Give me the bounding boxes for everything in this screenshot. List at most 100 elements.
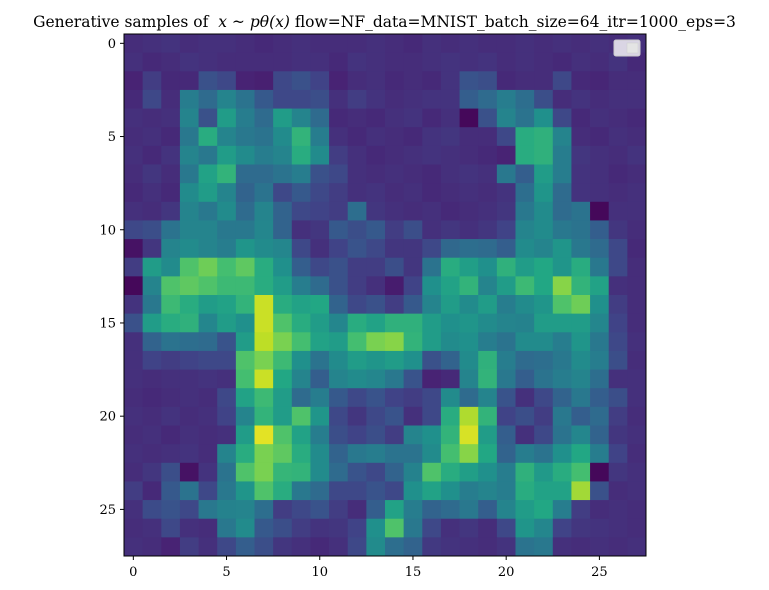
heatmap-cell [403,52,423,72]
heatmap-cell [291,500,311,520]
heatmap-cell [422,108,442,128]
heatmap-cell [217,537,237,557]
heatmap-cell [273,369,293,389]
heatmap-cell [459,481,479,501]
heatmap-cell [329,164,349,184]
heatmap-cell [385,108,405,128]
heatmap-cell [329,108,349,128]
heatmap-cell [142,369,162,389]
heatmap-cell [310,164,330,184]
heatmap-cell [478,257,498,277]
heatmap-cell [347,201,367,221]
heatmap-cell [459,276,479,296]
heatmap-cell [385,500,405,520]
heatmap-cell [478,518,498,538]
heatmap-cell [440,500,460,520]
heatmap-cell [179,518,199,538]
heatmap-cell [273,350,293,370]
heatmap-cell [273,313,293,333]
heatmap-cell [179,257,199,277]
heatmap-cell [124,89,144,109]
heatmap-cell [329,332,349,352]
heatmap-cell [385,257,405,277]
heatmap-cell [310,108,330,128]
heatmap-cell [142,350,162,370]
heatmap-cell [366,537,386,557]
heatmap-cell [310,34,330,54]
heatmap-cell [385,34,405,54]
heatmap-cell [534,257,554,277]
heatmap-cell [627,537,647,557]
heatmap-cell [198,350,218,370]
heatmap-cell [291,518,311,538]
heatmap-cell [329,518,349,538]
heatmap-cell [422,71,442,91]
heatmap-cell [273,201,293,221]
chart-title-suffix: flow=NF_data=MNIST_batch_size=64_itr=100… [290,13,736,31]
heatmap-cell [422,201,442,221]
heatmap-cell [496,52,516,72]
heatmap-cell [124,220,144,240]
heatmap-cell [235,425,255,445]
heatmap-cell [515,369,535,389]
heatmap-cell [179,425,199,445]
heatmap-cell [478,462,498,482]
heatmap-cell [273,239,293,259]
heatmap-cell [385,350,405,370]
heatmap-cell [627,127,647,147]
heatmap-cell [198,332,218,352]
heatmap-cell [403,444,423,464]
heatmap-cell [440,201,460,221]
heatmap-cell [347,164,367,184]
heatmap-cell [571,295,591,315]
heatmap-cell [142,462,162,482]
heatmap-cell [403,500,423,520]
heatmap-cell [329,313,349,333]
heatmap-cell [590,369,610,389]
heatmap-cell [273,164,293,184]
heatmap-cell [291,164,311,184]
heatmap-cell [142,388,162,408]
heatmap-cell [515,127,535,147]
heatmap-cell [496,350,516,370]
heatmap-cell [608,350,628,370]
heatmap-cell [366,164,386,184]
heatmap-cell [273,183,293,203]
heatmap-cell [310,537,330,557]
heatmap-cell [403,257,423,277]
heatmap-cell [403,89,423,109]
heatmap-cell [608,257,628,277]
heatmap-cell [478,332,498,352]
heatmap-cell [347,369,367,389]
heatmap-cell [496,462,516,482]
heatmap-cell [254,500,274,520]
heatmap-cell [403,71,423,91]
heatmap-cell [179,239,199,259]
heatmap-cell [571,52,591,72]
heatmap-cell [254,183,274,203]
heatmap-cell [161,52,181,72]
heatmap-cell [515,276,535,296]
heatmap-cell [534,276,554,296]
heatmap-cell [124,257,144,277]
heatmap-cell [440,444,460,464]
heatmap-cell [347,462,367,482]
heatmap-cell [552,71,572,91]
heatmap-cell [217,481,237,501]
heatmap-cell [459,500,479,520]
heatmap-cell [329,388,349,408]
heatmap-cell [590,313,610,333]
heatmap-cell [254,201,274,221]
heatmap-cell [142,257,162,277]
heatmap-cell [403,145,423,165]
heatmap-cell [329,127,349,147]
heatmap-cell [217,257,237,277]
heatmap-cell [440,369,460,389]
heatmap-cell [273,444,293,464]
heatmap-cell [198,518,218,538]
heatmap-cell [590,388,610,408]
heatmap-cell [291,406,311,426]
heatmap-cell [422,239,442,259]
heatmap-cell [161,295,181,315]
heatmap-cell [496,34,516,54]
